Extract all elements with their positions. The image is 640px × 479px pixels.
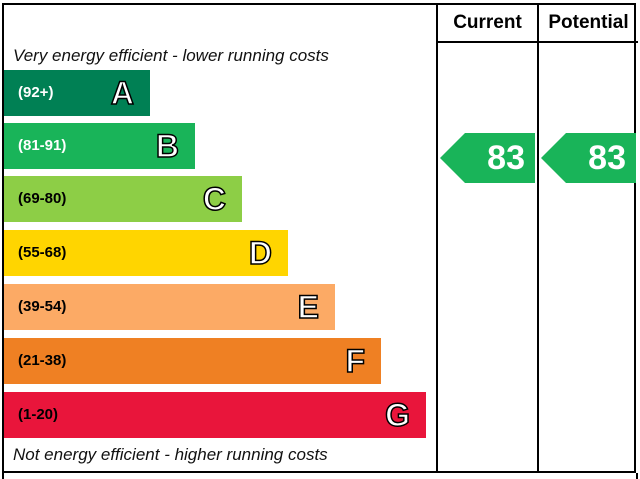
- band-a: (92+) A: [4, 70, 150, 116]
- header-divider: [437, 41, 638, 43]
- band-d: (55-68) D: [4, 230, 288, 276]
- band-range: (1-20): [18, 406, 59, 423]
- potential-rating-value: 83: [588, 139, 626, 177]
- header-current: Current: [453, 12, 522, 33]
- epc-frame: [2, 3, 636, 473]
- band-e: (39-54) E: [4, 284, 335, 330]
- band-range: (55-68): [18, 244, 67, 261]
- band-range: (21-38): [18, 352, 67, 369]
- band-c: (69-80) C: [4, 176, 242, 222]
- band-f: (21-38) F: [4, 338, 381, 384]
- band-g: (1-20) G: [4, 392, 426, 438]
- current-rating-arrow: 83: [440, 133, 535, 183]
- band-letter: A: [110, 74, 135, 112]
- frame-bottom: [2, 473, 638, 479]
- column-divider: [537, 3, 539, 473]
- band-letter: C: [202, 180, 227, 218]
- band-range: (92+): [18, 84, 54, 101]
- band-letter: D: [248, 234, 273, 272]
- band-letter: G: [384, 396, 410, 434]
- top-note: Very energy efficient - lower running co…: [13, 46, 329, 65]
- band-range: (69-80): [18, 190, 67, 207]
- band-letter: E: [297, 288, 320, 326]
- band-range: (81-91): [18, 137, 67, 154]
- header-potential: Potential: [548, 12, 629, 33]
- potential-rating-arrow: 83: [541, 133, 636, 183]
- band-b: (81-91) B: [4, 123, 195, 169]
- band-letter: F: [345, 342, 366, 380]
- bottom-note: Not energy efficient - higher running co…: [13, 445, 328, 464]
- band-range: (39-54): [18, 298, 67, 315]
- column-divider: [436, 3, 438, 473]
- band-letter: B: [155, 127, 180, 165]
- current-rating-value: 83: [487, 139, 525, 177]
